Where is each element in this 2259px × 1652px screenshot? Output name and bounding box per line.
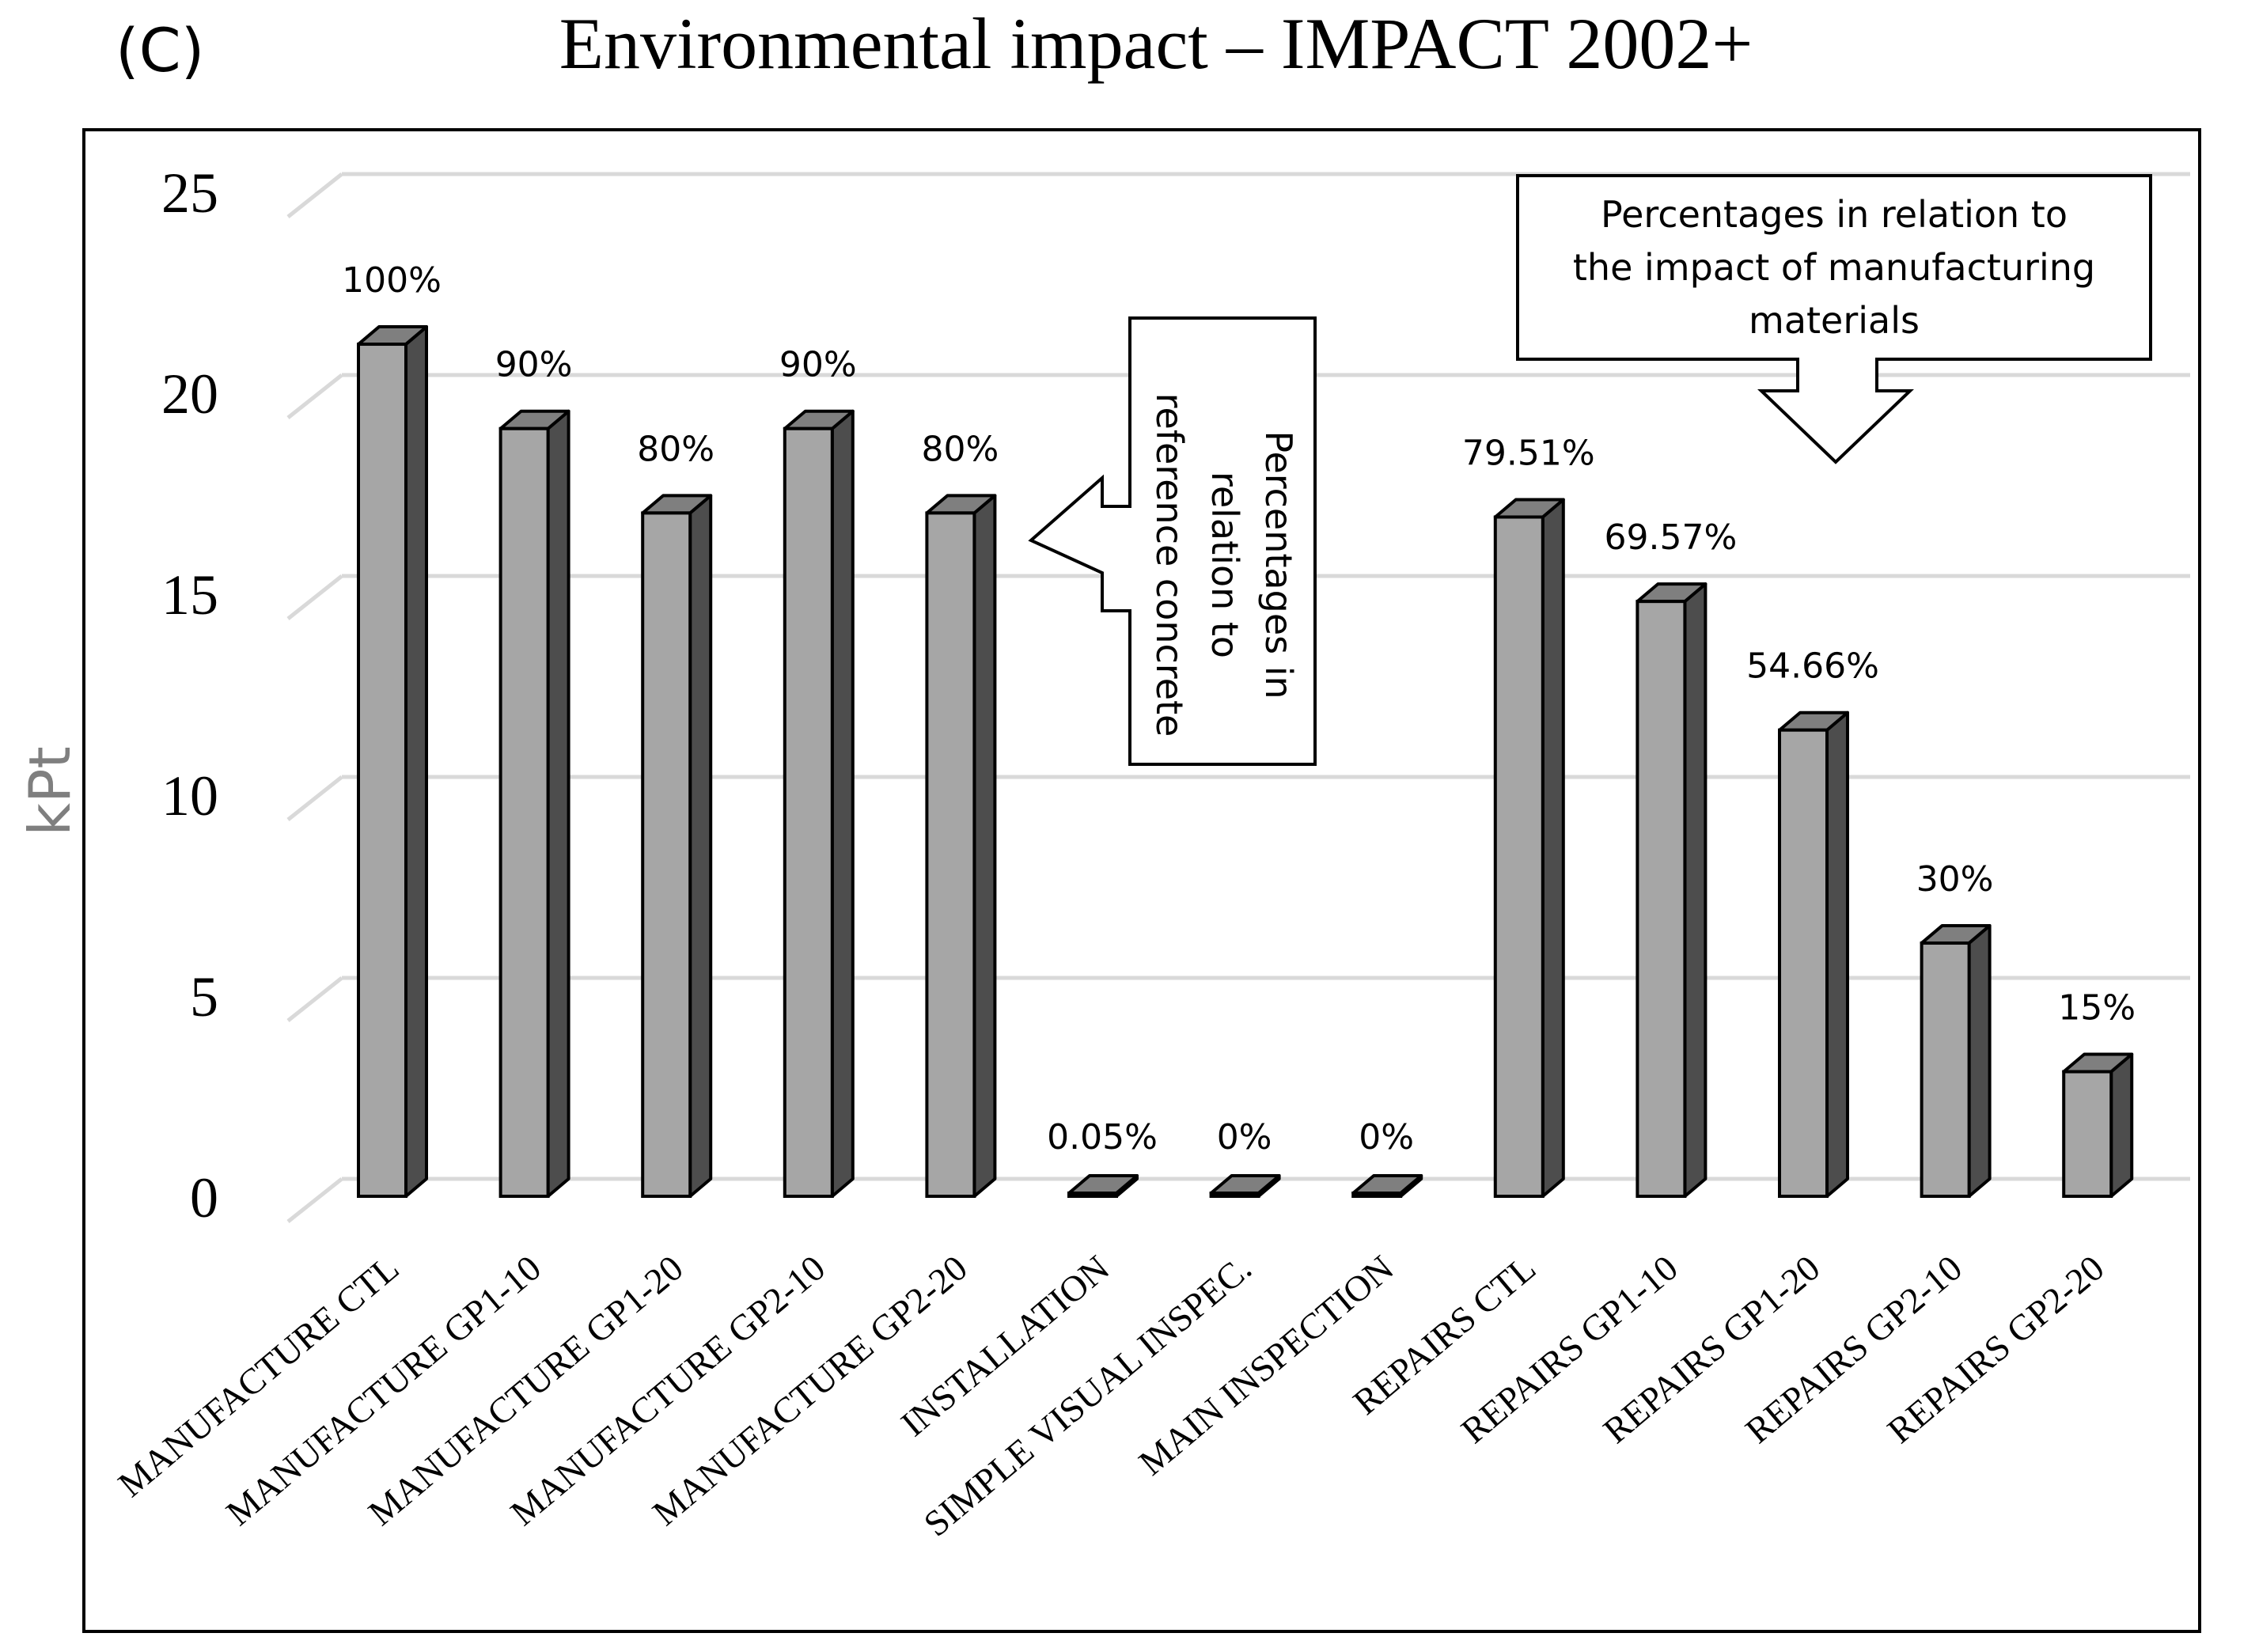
callout-line: the impact of manufacturing [1573, 246, 2095, 289]
data-label: 0.05% [1047, 1117, 1158, 1158]
callout-line: relation to [1203, 472, 1246, 658]
y-tick-label: 0 [190, 1166, 218, 1230]
bar-front [1209, 1192, 1260, 1198]
data-label: 80% [637, 429, 714, 469]
manufacturing-callout: Percentages in relation to the impact of … [1516, 174, 2152, 464]
bar [783, 409, 855, 1198]
bar-side [830, 409, 855, 1198]
category-label: MAIN INSPECTION [1131, 1248, 1401, 1483]
bar [1209, 1174, 1281, 1198]
bar-side [688, 494, 713, 1198]
reference-concrete-callout: Percentages in relation to reference concr… [1028, 316, 1317, 766]
data-label: 0% [1359, 1117, 1414, 1158]
bar [1067, 1174, 1139, 1198]
bar-front [357, 343, 407, 1198]
bar-front [1920, 941, 1971, 1198]
bar-front [925, 511, 976, 1198]
chart-title: Environmental impact – IMPACT 2002+ [559, 3, 1753, 84]
gridline-slant [286, 373, 343, 419]
callout-arrow-down [1516, 174, 2152, 464]
data-label: 79.51% [1462, 433, 1595, 473]
data-label: 100% [342, 260, 442, 301]
gridline-slant [286, 172, 343, 218]
data-label: 30% [1916, 859, 1994, 900]
callout-arrow-left [1028, 316, 1317, 766]
data-label: 80% [922, 429, 999, 469]
gridline-slant [286, 775, 343, 821]
data-label: 69.57% [1605, 517, 1738, 558]
callout-line: Percentages in [1257, 430, 1300, 699]
data-label: 0% [1217, 1117, 1272, 1158]
data-label: 15% [2058, 988, 2136, 1029]
y-axis-label: kPt [17, 746, 83, 835]
gridline-slant [286, 1177, 343, 1223]
bar-side [546, 409, 570, 1198]
bar [641, 494, 713, 1198]
y-tick-label: 10 [161, 764, 218, 828]
gridline-slant [286, 574, 343, 620]
bar-side [2109, 1052, 2134, 1198]
bar-front [1493, 515, 1545, 1198]
y-tick-label: 25 [161, 161, 218, 225]
bar [1636, 582, 1708, 1198]
category-label: MANUFACTURE CTL [111, 1248, 407, 1505]
bar-side [1967, 923, 1992, 1198]
bar [2062, 1052, 2134, 1199]
bars-layer [357, 325, 2134, 1199]
panel-label: (C) [116, 15, 204, 85]
bar [1351, 1174, 1423, 1198]
bar [357, 325, 428, 1198]
bar [1778, 710, 1849, 1198]
bar-front [2062, 1070, 2113, 1199]
bar-front [1778, 728, 1829, 1198]
bar-side [1683, 582, 1708, 1198]
bar-side [972, 494, 997, 1198]
y-tick-label: 5 [190, 965, 218, 1029]
bar-front [783, 426, 834, 1198]
callout-line: Percentages in relation to [1601, 193, 2068, 236]
y-tick-label: 15 [161, 563, 218, 627]
bar-side [1541, 498, 1565, 1198]
bar-front [1067, 1192, 1118, 1198]
annotation-layer: Percentages in relation to reference concr… [1028, 174, 2152, 766]
plot-frame [82, 128, 2201, 1633]
data-label: 90% [495, 345, 573, 385]
bar [1920, 923, 1992, 1198]
bar-front [498, 426, 550, 1198]
bar [925, 494, 997, 1198]
y-tick-label: 20 [161, 362, 218, 426]
bar-side [1825, 710, 1849, 1198]
callout-line: reference concrete [1148, 393, 1191, 737]
data-label: 90% [779, 345, 857, 385]
bar [1493, 498, 1565, 1198]
bar-front [1351, 1192, 1403, 1198]
bar-front [1636, 600, 1687, 1198]
bar [498, 409, 570, 1198]
bar-front [641, 511, 692, 1198]
bar-side [404, 325, 428, 1198]
data-label: 54.66% [1746, 646, 1879, 687]
gridline-slant [286, 976, 343, 1022]
callout-line: materials [1749, 299, 1920, 342]
